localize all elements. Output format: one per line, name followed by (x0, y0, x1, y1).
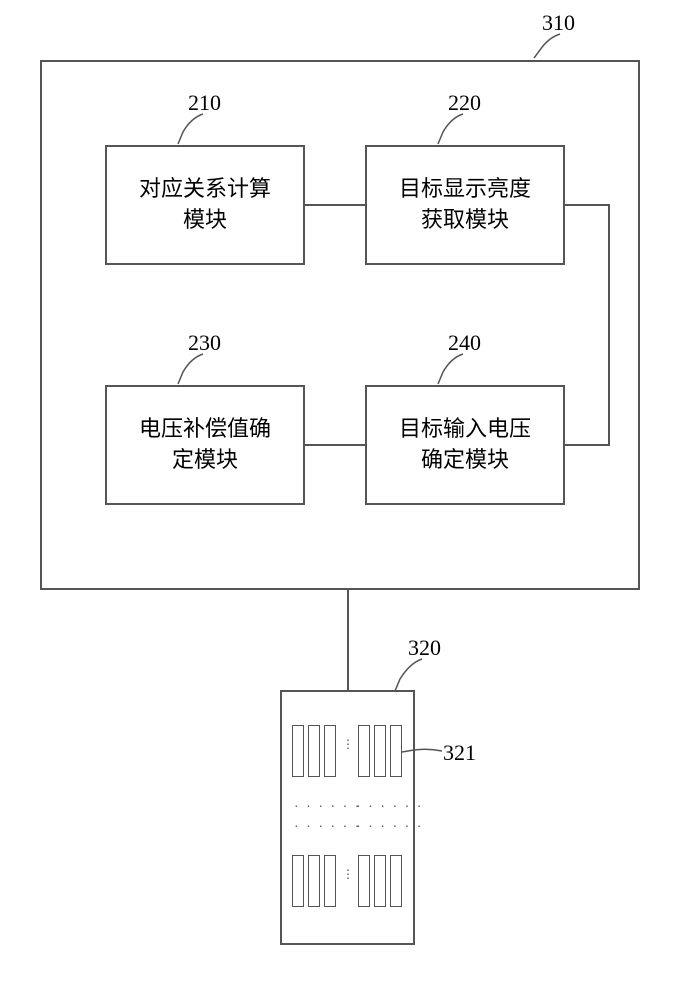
connector-310-320 (347, 590, 349, 690)
ellipsis-v-icon: ··· (343, 740, 353, 752)
module-210: 对应关系计算 模块 (105, 145, 305, 265)
pixel-rect (292, 725, 304, 777)
pixel-rect (358, 855, 370, 907)
pixel-rect (358, 725, 370, 777)
ellipsis-h-icon: · · · · · · (294, 820, 361, 836)
leader-310 (530, 32, 590, 62)
pixel-rect (292, 855, 304, 907)
ellipsis-h-icon: · · · · · · (356, 820, 423, 836)
module-220-text: 目标显示亮度 获取模块 (399, 174, 531, 236)
outer-container-310 (40, 60, 640, 590)
ellipsis-h-icon: · · · · · · (294, 800, 361, 816)
connector-right-vertical (608, 204, 610, 446)
leader-321 (400, 745, 445, 765)
leader-210 (175, 112, 225, 146)
pixel-rect (308, 855, 320, 907)
module-230: 电压补偿值确 定模块 (105, 385, 305, 505)
pixel-rect (374, 855, 386, 907)
module-220: 目标显示亮度 获取模块 (365, 145, 565, 265)
ellipsis-h-icon: · · · · · · (356, 800, 423, 816)
ellipsis-v-icon: ··· (343, 870, 353, 882)
leader-320 (392, 657, 442, 693)
connector-right-240 (565, 444, 610, 446)
connector-220-right (565, 204, 610, 206)
pixel-rect (324, 855, 336, 907)
leader-220 (435, 112, 485, 146)
module-210-text: 对应关系计算 模块 (139, 174, 271, 236)
module-240-text: 目标输入电压 确定模块 (399, 414, 531, 476)
label-321: 321 (443, 740, 476, 766)
pixel-rect (390, 855, 402, 907)
pixel-rect (308, 725, 320, 777)
connector-210-220 (305, 204, 365, 206)
leader-240 (435, 352, 485, 386)
connector-230-240 (305, 444, 365, 446)
module-240: 目标输入电压 确定模块 (365, 385, 565, 505)
leader-230 (175, 352, 225, 386)
diagram-canvas: 310 对应关系计算 模块 210 目标显示亮度 获取模块 220 电压补偿值确… (0, 0, 683, 1000)
pixel-rect (374, 725, 386, 777)
module-230-text: 电压补偿值确 定模块 (139, 414, 271, 476)
pixel-rect (324, 725, 336, 777)
